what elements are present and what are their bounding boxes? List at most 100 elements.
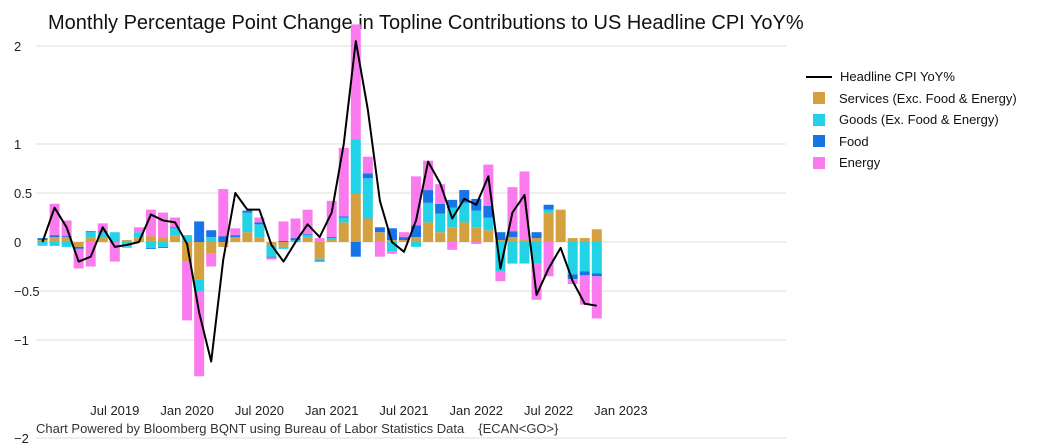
bar-segment: [302, 234, 313, 236]
legend-item-headline[interactable]: Headline CPI YoY%: [806, 66, 1017, 88]
bar-segment: [591, 273, 602, 277]
bar-segment: [302, 235, 313, 238]
bar-segment: [218, 189, 229, 237]
footer-credit: Chart Powered by Bloomberg BQNT using Bu…: [36, 421, 465, 436]
bar-segment: [73, 242, 84, 247]
bar-segment: [471, 242, 482, 244]
bar-segment: [97, 237, 108, 242]
bar-segment: [49, 235, 60, 238]
bar-segment: [543, 209, 554, 213]
bar-segment: [459, 222, 470, 242]
legend-label: Food: [839, 133, 869, 149]
bar-segment: [350, 139, 361, 193]
bar-segment: [507, 231, 518, 238]
bar-segment: [507, 237, 518, 242]
bar-segment: [495, 240, 506, 242]
bar-segment: [170, 228, 181, 236]
bar-segment: [194, 279, 205, 291]
bar-segment: [182, 242, 193, 262]
bar-segment: [362, 156, 373, 174]
x-tick-label: Jul 2021: [379, 403, 428, 418]
bar-segment: [266, 244, 277, 257]
bar-segment: [278, 241, 289, 242]
y-tick-label: 2: [14, 39, 21, 54]
legend-swatch-icon: [813, 113, 825, 126]
bar-segment: [447, 227, 458, 242]
bar-segment: [290, 218, 301, 239]
bar-segment: [543, 242, 554, 277]
bar-segment: [326, 238, 337, 241]
bar-segment: [109, 242, 120, 262]
legend-swatch-icon: [813, 135, 825, 148]
bar-segment: [158, 246, 168, 248]
bar-segment: [206, 237, 217, 242]
y-tick-label: 1: [14, 137, 21, 152]
bar-segment: [182, 261, 193, 321]
headline-cpi-line: [41, 40, 597, 363]
bar-segment: [435, 213, 446, 233]
bar-segment: [555, 209, 566, 242]
legend-item-food[interactable]: Food: [806, 131, 1017, 153]
bar-segment: [326, 240, 337, 242]
bar-segment: [567, 274, 578, 280]
legend-label: Headline CPI YoY%: [840, 69, 955, 85]
bar-segment: [423, 160, 434, 191]
bar-segment: [531, 242, 542, 264]
bar-segment: [133, 232, 144, 238]
y-axis-ticks: 2 1 0.5 0 −0.5 −1 −2: [14, 39, 40, 443]
legend-swatch-icon: [813, 156, 825, 169]
bar-segment: [495, 271, 506, 282]
legend-item-services[interactable]: Services (Exc. Food & Energy): [806, 88, 1017, 110]
bar-segment: [579, 238, 590, 242]
bar-segment: [338, 147, 349, 217]
bar-segment: [519, 240, 530, 242]
bar-segment: [531, 232, 542, 239]
bar-segment: [399, 237, 409, 241]
bar-segment: [579, 271, 590, 276]
legend-item-goods[interactable]: Goods (Ex. Food & Energy): [806, 109, 1017, 131]
bar-segment: [326, 237, 337, 239]
bar-segment: [85, 231, 96, 233]
bar-segment: [254, 222, 265, 225]
legend-line-icon: [806, 75, 832, 78]
bar-segment: [302, 209, 313, 235]
bar-segment: [49, 242, 60, 246]
bar-segment: [121, 246, 132, 248]
bar-segment: [459, 190, 470, 203]
bar-segment: [170, 235, 181, 242]
bar-segment: [459, 202, 470, 223]
bar-segment: [543, 212, 554, 242]
bar-segment: [170, 227, 181, 229]
bar-segment: [411, 176, 422, 226]
bar-segment: [567, 238, 578, 242]
bar-segment: [61, 236, 72, 238]
bar-segment: [230, 235, 241, 238]
footer-code: {ECAN<GO>}: [478, 421, 559, 436]
bar-segment: [471, 210, 482, 228]
chart-footer: Chart Powered by Bloomberg BQNT using Bu…: [36, 421, 558, 436]
x-tick-label: Jul 2022: [524, 403, 573, 418]
bar-segment: [314, 242, 325, 259]
bar-segment: [194, 291, 205, 377]
bar-segment: [242, 232, 253, 242]
bar-segment: [483, 217, 494, 231]
y-tick-label: −1: [14, 333, 29, 348]
bar-segment: [278, 221, 289, 242]
bar-segment: [158, 237, 168, 242]
bar-segment: [37, 242, 48, 245]
x-tick-label: Jul 2019: [90, 403, 139, 418]
bar-segment: [362, 218, 373, 242]
bar-segment: [61, 242, 72, 247]
bar-segment: [254, 237, 265, 242]
x-tick-label: Jan 2020: [160, 403, 214, 418]
bar-segment: [85, 232, 96, 238]
bar-segment: [519, 171, 530, 241]
bar-segment: [266, 256, 277, 258]
y-tick-label: 0: [14, 235, 21, 250]
bar-segment: [579, 275, 590, 305]
bar-segment: [495, 242, 506, 272]
legend-label: Goods (Ex. Food & Energy): [839, 112, 999, 128]
bar-segment: [350, 242, 361, 257]
legend-item-energy[interactable]: Energy: [806, 152, 1017, 174]
bar-segment: [314, 238, 325, 242]
